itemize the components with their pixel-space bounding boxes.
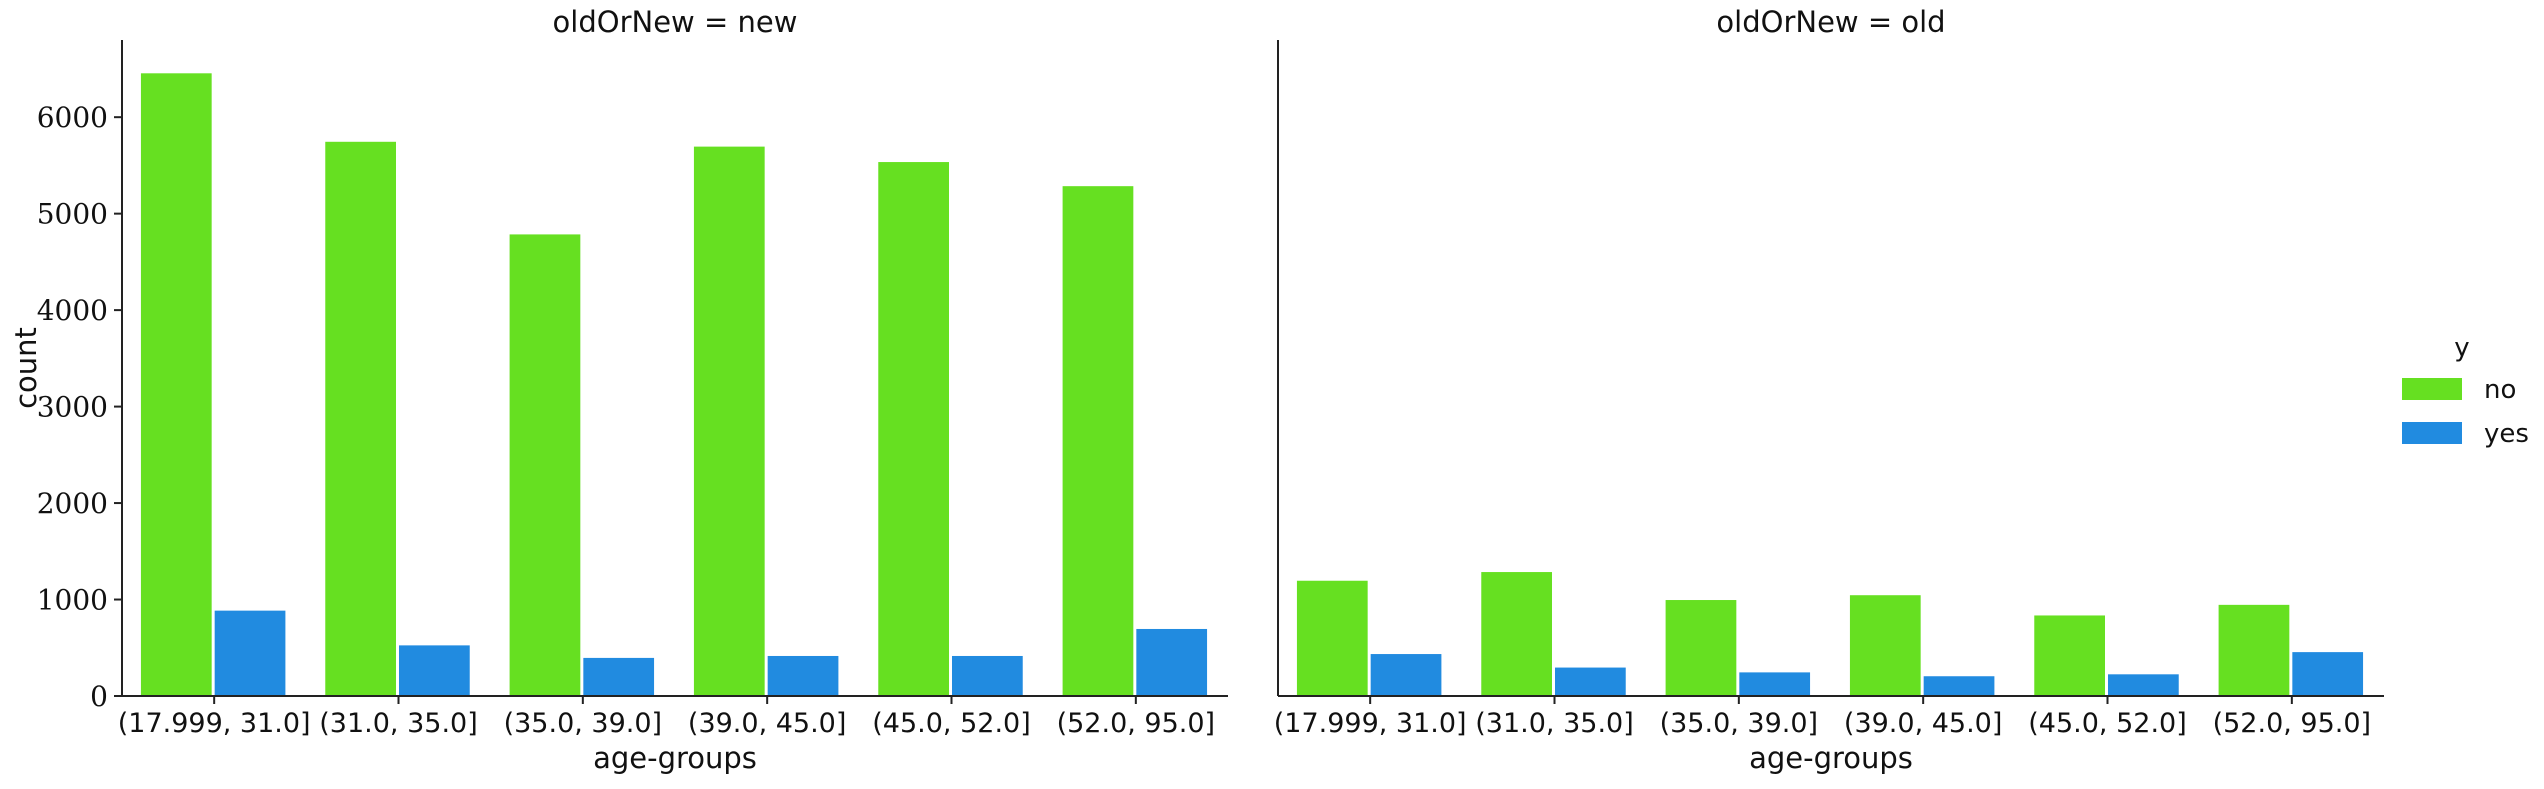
legend-label-yes: yes xyxy=(2484,419,2529,449)
x-tick-label-1-3: (39.0, 45.0] xyxy=(1844,708,2002,739)
x-tick-label-1-0: (17.999, 31.0] xyxy=(1274,708,1467,739)
bar-no-0-0 xyxy=(139,72,213,697)
legend-swatch-no xyxy=(2402,378,2462,400)
y-tick-label-0: 0 xyxy=(90,680,108,713)
bar-no-0-4 xyxy=(877,161,951,697)
x-tick-label-0-2: (35.0, 39.0] xyxy=(504,708,662,739)
bar-yes-1-4 xyxy=(2107,673,2180,697)
bar-no-1-4 xyxy=(2033,614,2107,697)
bar-yes-0-0 xyxy=(213,609,287,697)
bar-no-1-5 xyxy=(2217,603,2291,697)
bar-yes-0-4 xyxy=(951,654,1024,697)
x-tick-label-1-2: (35.0, 39.0] xyxy=(1660,708,1818,739)
bar-yes-1-3 xyxy=(1922,675,1996,697)
bar-no-0-2 xyxy=(508,233,582,697)
y-tick-label-2: 2000 xyxy=(37,487,108,520)
bar-no-0-5 xyxy=(1061,185,1135,697)
y-tick-label-6: 6000 xyxy=(37,101,108,134)
x-axis-label-1: age-groups xyxy=(1749,741,1913,775)
x-tick-label-1-1: (31.0, 35.0] xyxy=(1475,708,1633,739)
bar-yes-1-1 xyxy=(1554,666,1627,697)
bar-yes-1-5 xyxy=(2291,651,2365,697)
bar-no-1-2 xyxy=(1664,599,1738,697)
y-tick-label-1: 1000 xyxy=(37,584,108,617)
bar-yes-1-2 xyxy=(1738,671,1812,697)
x-tick-label-0-1: (31.0, 35.0] xyxy=(319,708,477,739)
bar-yes-0-2 xyxy=(582,656,656,697)
bar-no-1-3 xyxy=(1848,594,1922,697)
legend-label-no: no xyxy=(2484,375,2516,405)
y-axis-label: count xyxy=(9,327,43,409)
x-tick-label-0-0: (17.999, 31.0] xyxy=(118,708,311,739)
bar-yes-0-5 xyxy=(1135,627,1209,697)
y-tick-label-4: 4000 xyxy=(37,294,108,327)
panel-title-0: oldOrNew = new xyxy=(553,5,798,39)
x-tick-label-1-5: (52.0, 95.0] xyxy=(2213,708,2371,739)
bar-no-0-1 xyxy=(324,140,397,697)
x-tick-label-0-5: (52.0, 95.0] xyxy=(1057,708,1215,739)
legend-swatch-yes xyxy=(2402,422,2462,444)
y-tick-label-5: 5000 xyxy=(37,198,108,231)
bar-yes-0-3 xyxy=(766,654,840,697)
x-tick-label-0-3: (39.0, 45.0] xyxy=(688,708,846,739)
x-axis-label-0: age-groups xyxy=(593,741,757,775)
legend-title: y xyxy=(2454,333,2469,363)
panel-title-1: oldOrNew = old xyxy=(1716,5,1945,39)
bar-no-0-3 xyxy=(692,145,766,697)
bar-no-1-0 xyxy=(1295,579,1369,697)
bar-yes-0-1 xyxy=(398,644,471,697)
y-tick-label-3: 3000 xyxy=(37,391,108,424)
x-tick-label-1-4: (45.0, 52.0] xyxy=(2028,708,2186,739)
x-tick-label-0-4: (45.0, 52.0] xyxy=(872,708,1030,739)
bar-no-1-1 xyxy=(1480,571,1554,697)
bar-yes-1-0 xyxy=(1369,653,1443,697)
